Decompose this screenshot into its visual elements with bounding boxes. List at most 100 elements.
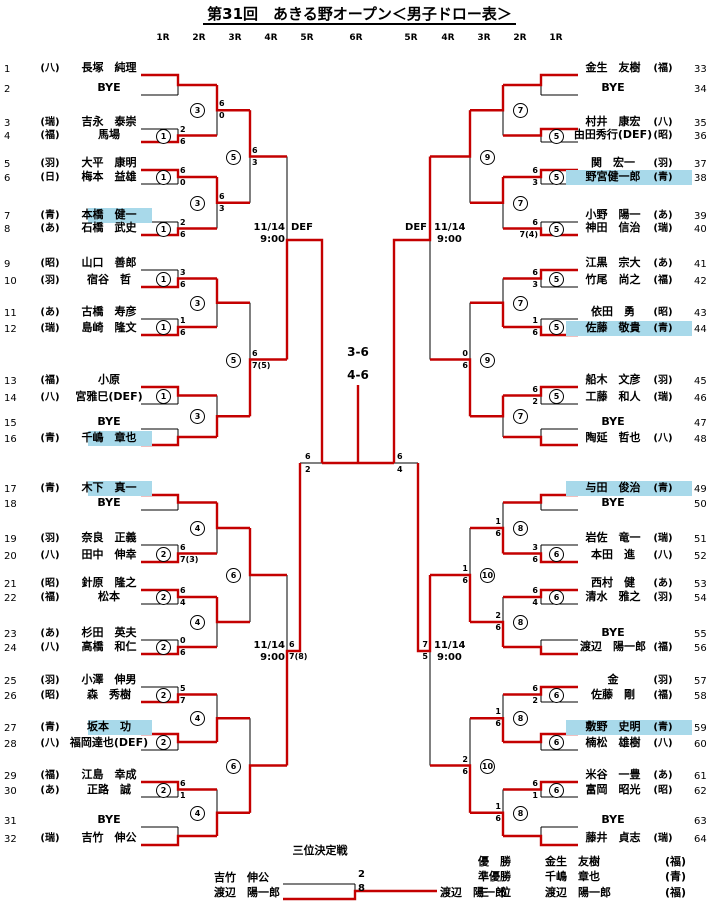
match-score-bottom: 0 — [219, 111, 225, 121]
entry-name: 小野 陽一 — [585, 208, 641, 221]
match-score-bottom: 1 — [532, 790, 538, 800]
entry-club: (昭) — [653, 785, 673, 796]
entry-club: (羽) — [653, 158, 673, 169]
entry-number: 59 — [694, 723, 707, 734]
match-score-bottom: 6 — [180, 328, 186, 337]
entry-name: 森 秀樹 — [87, 688, 131, 701]
entry-number: 64 — [694, 834, 707, 845]
match-score-bottom: 7(4) — [519, 229, 538, 239]
match-score-top: 3 — [532, 542, 538, 552]
court-badge-right-3r: 10 — [480, 568, 495, 583]
entry-number: 38 — [694, 173, 707, 184]
third-place-winner: 渡辺 陽一郎 — [440, 886, 506, 899]
entry-club: (瑞) — [40, 323, 60, 334]
entry-number: 63 — [694, 816, 707, 827]
court-badge-left-1r: 2 — [156, 782, 171, 798]
match-score-top: 6 — [252, 348, 258, 358]
entry-club: (あ) — [40, 628, 60, 639]
entry-number: 36 — [694, 131, 707, 142]
match-score-top: 1 — [532, 316, 538, 325]
entry-number: 28 — [4, 739, 17, 750]
entry-number: 45 — [694, 376, 707, 387]
entry-name: 針原 隆之 — [81, 576, 137, 589]
result-name-2: 千嶋 章也 — [545, 870, 600, 883]
court-badge-left-2r: 4 — [190, 805, 205, 821]
result-name-3: 渡辺 陽一郎 — [545, 886, 611, 899]
match-score-bottom: 4 — [532, 598, 538, 607]
entry-number: 53 — [694, 579, 707, 590]
entry-number: 7 — [4, 211, 11, 222]
match-score-top: 6 — [532, 384, 538, 394]
entry-name: 宿谷 哲 — [87, 273, 131, 286]
entry-club: (羽) — [653, 675, 673, 686]
entry-number: 15 — [4, 418, 17, 429]
match-score-bottom: 0 — [180, 178, 186, 187]
entry-club: (日) — [40, 172, 60, 183]
court-badge-left-1r: 1 — [156, 128, 171, 144]
entry-number: 60 — [694, 739, 707, 750]
match-score-bottom: 1 — [180, 790, 186, 800]
entry-number: 40 — [694, 224, 707, 235]
entry-number: 47 — [694, 418, 707, 429]
entry-number: 62 — [694, 786, 707, 797]
match-score-top: 2 — [495, 611, 501, 620]
match-score-bottom: 6 — [495, 529, 501, 538]
match-score-bottom: 6 — [180, 648, 186, 657]
result-club-3: (福) — [665, 886, 687, 899]
entry-club: (あ) — [653, 770, 673, 781]
entry-name: 竹尾 尚之 — [585, 273, 641, 286]
match-score-top: 6 — [532, 683, 538, 693]
entry-club: (八) — [653, 738, 673, 749]
court-badge-right-1r: 6 — [549, 590, 564, 605]
entry-number: 8 — [4, 224, 11, 235]
match-score-bottom: 7(5) — [252, 360, 271, 370]
entry-club: (昭) — [653, 130, 673, 141]
entry-highlight — [88, 481, 152, 496]
entry-number: 25 — [4, 676, 17, 687]
match-score-top: 6 — [180, 586, 186, 595]
entry-club: (青) — [653, 172, 673, 183]
entry-name: 藤井 貞志 — [585, 831, 641, 844]
entry-name: 坂本 功 — [87, 720, 131, 733]
match-score-top: 6 — [219, 99, 225, 109]
match-score-bottom: 6 — [462, 766, 468, 776]
entry-name: 船木 文彦 — [585, 373, 641, 386]
match-score-top: 1 — [495, 801, 501, 811]
entry-name: 馬場 — [98, 128, 120, 141]
court-badge-left-1r: 2 — [156, 546, 171, 562]
match-score-top: 0 — [462, 348, 468, 358]
entry-name: 楠松 雄樹 — [585, 736, 641, 749]
entry-number: 56 — [694, 643, 707, 654]
entry-name: 松本 — [98, 590, 120, 603]
entry-number: 51 — [694, 534, 707, 545]
match-score-top: 6 — [180, 166, 186, 175]
entry-number: 1 — [4, 64, 11, 75]
match-score-bottom: 7(8) — [289, 652, 308, 661]
court-badge-left-1r: 2 — [156, 735, 171, 750]
entry-bye: BYE — [97, 813, 121, 826]
sf-left-score-top: 6 — [305, 452, 311, 461]
entry-name: 野宮健一郎 — [585, 170, 641, 183]
entry-bye: BYE — [601, 415, 625, 428]
entry-club: (青) — [653, 483, 673, 494]
third-place-player1: 吉竹 伸公 — [214, 871, 269, 884]
round-header: 5R — [404, 33, 418, 43]
court-badge-left-2r: 4 — [190, 521, 205, 536]
round-header: 6R — [349, 33, 363, 43]
court-badge-right-1r: 6 — [549, 782, 564, 798]
round-header: 1R — [549, 33, 563, 43]
entry-name: 高橋 和仁 — [81, 640, 137, 653]
entry-bye: BYE — [97, 415, 121, 428]
entry-club: (あ) — [653, 578, 673, 589]
match-score-top: 2 — [180, 124, 186, 134]
schedule-left-top-time: 9:00 — [260, 234, 285, 245]
court-badge-left-1r: 2 — [156, 640, 171, 655]
entry-name: 木下 真一 — [81, 481, 137, 494]
bracket-base-lines — [141, 74, 578, 900]
entry-number: 19 — [4, 534, 17, 545]
match-score-bottom: 7(3) — [180, 554, 199, 564]
entry-name: 富岡 昭光 — [585, 783, 641, 796]
sf-left-score-bottom: 2 — [305, 465, 311, 474]
entry-name: 千嶋 章也 — [81, 431, 137, 444]
